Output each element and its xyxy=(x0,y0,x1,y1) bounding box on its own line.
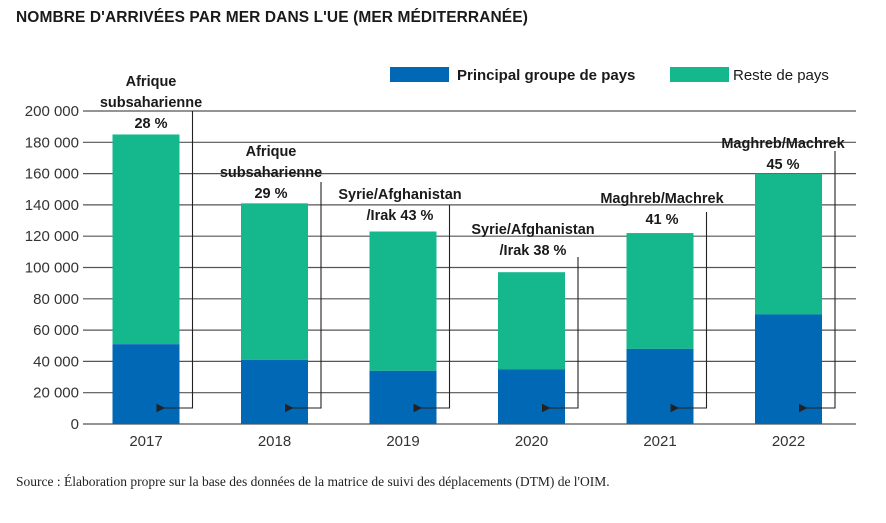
annotation-connector-arrow xyxy=(284,182,322,413)
bar-segment-main xyxy=(241,359,308,424)
bar-segment-rest xyxy=(498,272,565,370)
y-tick-label: 80 000 xyxy=(33,291,79,308)
y-tick-label: 20 000 xyxy=(33,385,79,402)
x-axis-ticks: 2017 2018 2019 2020 2021 2022 xyxy=(129,433,805,450)
legend-label-main: Principal groupe de pays xyxy=(457,67,635,84)
bar-segment-rest xyxy=(241,203,308,360)
y-axis-ticks: 0 20 000 40 000 60 000 80 000 100 000 120 000 1… xyxy=(25,103,79,433)
annotation-connector-arrow xyxy=(670,212,708,413)
y-tick-label: 160 000 xyxy=(25,166,79,183)
annotation-label: /Irak 38 % xyxy=(500,243,567,259)
annotation-label: 28 % xyxy=(134,116,167,132)
x-tick-label: 2018 xyxy=(258,433,291,450)
y-tick-label: 140 000 xyxy=(25,197,79,214)
annotation-connector-arrow xyxy=(156,111,194,413)
annotation-connector-arrow xyxy=(798,151,836,413)
legend-swatch-main xyxy=(390,67,449,82)
y-tick-label: 0 xyxy=(71,416,79,433)
bar-segment-rest xyxy=(755,173,822,315)
annotation-label: subsaharienne xyxy=(100,95,202,111)
y-tick-label: 100 000 xyxy=(25,260,79,277)
bar-segment-rest xyxy=(112,134,180,345)
bar-segment-main xyxy=(626,348,694,424)
stacked-bar-chart: 0 20 000 40 000 60 000 80 000 100 000 120 000 1… xyxy=(25,67,856,450)
annotation-label: subsaharienne xyxy=(220,165,322,181)
y-tick-label: 180 000 xyxy=(25,134,79,151)
annotation-label: Afrique xyxy=(126,74,177,90)
annotation-label: Afrique xyxy=(246,144,297,160)
gridlines xyxy=(83,110,856,425)
y-tick-label: 60 000 xyxy=(33,322,79,339)
x-tick-label: 2022 xyxy=(772,433,805,450)
annotation-label: 29 % xyxy=(254,186,287,202)
annotation-label: /Irak 43 % xyxy=(367,208,434,224)
annotation-label: Syrie/Afghanistan xyxy=(338,187,461,203)
legend-swatch-rest xyxy=(670,67,729,82)
annotation-label: 41 % xyxy=(645,212,678,228)
y-tick-label: 200 000 xyxy=(25,103,79,120)
legend: Principal groupe de pays Reste de pays xyxy=(390,67,829,84)
bar-segment-main xyxy=(755,314,822,424)
x-tick-label: 2021 xyxy=(643,433,676,450)
bars xyxy=(112,134,822,424)
annotation-label: Maghreb/Machrek xyxy=(600,191,724,207)
x-tick-label: 2020 xyxy=(515,433,548,450)
annotation-label: Syrie/Afghanistan xyxy=(471,222,594,238)
bar-segment-main xyxy=(112,344,180,424)
x-tick-label: 2017 xyxy=(129,433,162,450)
bar-segment-rest xyxy=(369,231,437,371)
y-tick-label: 40 000 xyxy=(33,353,79,370)
annotation-label: 45 % xyxy=(766,157,799,173)
bar-segment-rest xyxy=(626,233,694,349)
y-tick-label: 120 000 xyxy=(25,228,79,245)
source-note: Source : Élaboration propre sur la base … xyxy=(16,474,610,489)
bar-segment-main xyxy=(498,369,565,424)
annotation-label: Maghreb/Machrek xyxy=(721,136,845,152)
x-tick-label: 2019 xyxy=(386,433,419,450)
bar-segment-main xyxy=(369,370,437,424)
annotation-connector-arrow xyxy=(541,257,579,413)
annotation-connector-arrow xyxy=(413,205,451,413)
chart-title: NOMBRE D'ARRIVÉES PAR MER DANS L'UE (MER… xyxy=(16,9,528,26)
annotations: Afrique subsaharienne 28 % Afrique subsahari… xyxy=(100,74,846,413)
legend-label-rest: Reste de pays xyxy=(733,67,829,84)
